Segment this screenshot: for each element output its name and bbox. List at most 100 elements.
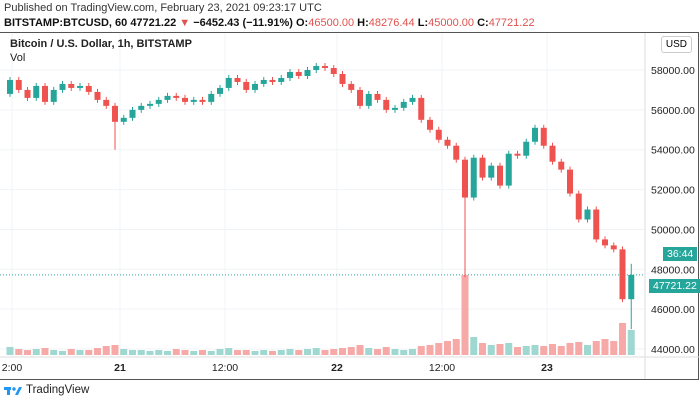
candle-body bbox=[77, 85, 83, 88]
candle-body bbox=[129, 109, 136, 118]
volume-bar bbox=[94, 348, 101, 355]
candle-body bbox=[278, 77, 285, 82]
volume-bar bbox=[312, 348, 320, 355]
candle-body bbox=[59, 83, 66, 90]
volume-bar bbox=[514, 347, 521, 355]
candle-body bbox=[497, 165, 503, 186]
candle-body bbox=[523, 141, 530, 156]
volume-bar bbox=[76, 350, 84, 355]
last-price: 47721.22 bbox=[130, 17, 177, 29]
candle-body bbox=[304, 70, 311, 76]
x-tick-label: 21 bbox=[114, 362, 126, 374]
close-value: 47721.22 bbox=[488, 17, 535, 29]
countdown-badge: 36:44 bbox=[663, 247, 698, 261]
candle-body bbox=[575, 193, 582, 220]
candle-body bbox=[50, 89, 57, 102]
candle-body bbox=[252, 83, 258, 90]
x-tick-label: 22 bbox=[331, 362, 343, 374]
volume-bar bbox=[85, 350, 93, 355]
candle-body bbox=[164, 95, 171, 100]
volume-bar bbox=[435, 343, 443, 355]
y-tick-label: 58000.00 bbox=[651, 65, 695, 77]
change: −6452.43 (−11.91%) bbox=[193, 17, 293, 29]
candle-body bbox=[365, 93, 372, 106]
volume-bar bbox=[347, 347, 355, 355]
chart-frame[interactable] bbox=[0, 32, 699, 380]
volume-bar bbox=[540, 346, 548, 355]
volume-bar bbox=[557, 346, 565, 355]
symbol-quote-line: BITSTAMP:BTCUSD, 60 47721.22 ▼ −6452.43 … bbox=[4, 17, 535, 29]
volume-bar bbox=[24, 350, 31, 355]
high-value: 48276.44 bbox=[368, 17, 415, 29]
candle-body bbox=[374, 93, 381, 100]
volume-bar bbox=[461, 275, 469, 355]
candle-body bbox=[243, 81, 250, 90]
candle-body bbox=[602, 239, 608, 246]
candle-body bbox=[435, 129, 442, 140]
volume-bar bbox=[522, 346, 530, 355]
tradingview-logo[interactable]: TradingView bbox=[4, 384, 89, 396]
candle-body bbox=[24, 89, 31, 98]
volume-bar bbox=[6, 347, 14, 355]
candle-body bbox=[147, 103, 153, 106]
volume-bar bbox=[260, 350, 268, 355]
low-value: 45000.00 bbox=[428, 17, 475, 29]
volume-bar bbox=[251, 351, 259, 355]
candle-body bbox=[514, 153, 521, 156]
candle-body bbox=[42, 85, 48, 102]
candle-body bbox=[505, 153, 512, 186]
candle-body bbox=[155, 99, 162, 104]
volume-bar bbox=[444, 341, 451, 355]
low-label: L: bbox=[417, 17, 429, 29]
volume-bar bbox=[111, 345, 119, 355]
x-tick-label: 2:00 bbox=[2, 362, 23, 374]
tradingview-logo-icon bbox=[4, 387, 22, 395]
candle-body bbox=[217, 87, 223, 94]
candle-body bbox=[558, 161, 565, 170]
high-label: H: bbox=[357, 17, 369, 29]
symbol: BITSTAMP:BTCUSD, 60 bbox=[4, 17, 128, 29]
volume-bar bbox=[470, 337, 478, 355]
candle-body bbox=[540, 127, 547, 146]
y-tick-label: 50000.00 bbox=[651, 224, 695, 236]
volume-bar bbox=[531, 345, 539, 355]
volume-bar bbox=[619, 323, 626, 355]
candle-body bbox=[409, 97, 416, 102]
x-tick-label: 12:00 bbox=[212, 362, 238, 374]
volume-bar bbox=[601, 339, 609, 355]
volume-bar bbox=[207, 351, 215, 355]
candle-body bbox=[427, 119, 433, 130]
volume-bar bbox=[382, 347, 390, 355]
volume-bar bbox=[155, 350, 163, 355]
candle-body bbox=[94, 91, 101, 100]
volume-bar bbox=[400, 350, 408, 355]
volume-bar bbox=[452, 339, 460, 355]
y-tick-label: 52000.00 bbox=[651, 185, 695, 197]
volume-bar bbox=[181, 350, 189, 355]
currency-button[interactable]: USD bbox=[660, 36, 692, 53]
volume-bar bbox=[216, 349, 224, 355]
candle-body bbox=[68, 83, 75, 88]
volume-bar bbox=[50, 350, 58, 355]
volume-bar bbox=[199, 350, 206, 355]
volume-bar bbox=[356, 345, 364, 355]
candle-body bbox=[619, 249, 626, 300]
candle-body bbox=[532, 127, 538, 142]
candle-body bbox=[138, 105, 145, 110]
y-tick-label: 48000.00 bbox=[651, 264, 695, 276]
open-value: 46500.00 bbox=[308, 17, 355, 29]
candle-body bbox=[584, 209, 591, 220]
candle-body bbox=[444, 139, 451, 146]
volume-bar bbox=[172, 349, 180, 355]
volume-bar bbox=[505, 343, 513, 355]
candle-body bbox=[120, 117, 127, 122]
volume-bar bbox=[417, 346, 425, 355]
volume-bar bbox=[102, 346, 110, 355]
candle-body bbox=[182, 97, 188, 102]
volume-bar bbox=[321, 350, 329, 355]
volume-bar bbox=[120, 349, 128, 355]
candle-body bbox=[260, 79, 267, 84]
candle-body bbox=[33, 85, 40, 98]
candle-body bbox=[173, 95, 180, 98]
